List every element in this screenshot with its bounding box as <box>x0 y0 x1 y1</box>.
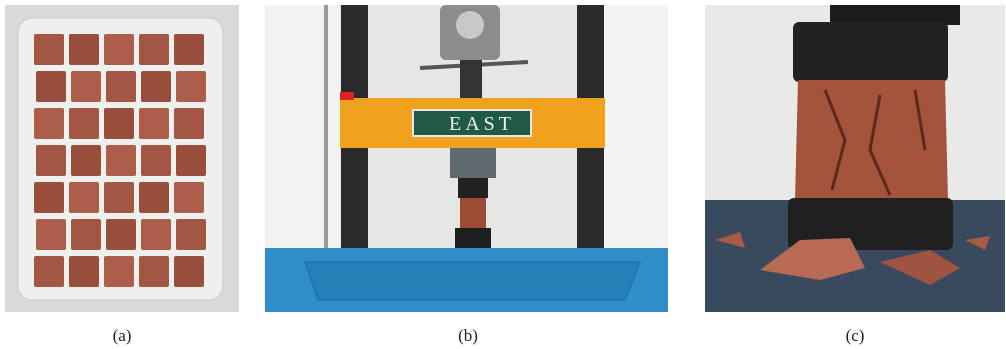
cube <box>106 219 136 250</box>
cube-grid <box>34 34 206 287</box>
cube <box>69 182 99 213</box>
cube <box>139 182 169 213</box>
cube <box>174 34 204 65</box>
cube <box>36 71 66 102</box>
cube <box>139 108 169 139</box>
wall <box>265 5 340 255</box>
panel-a <box>5 5 239 312</box>
cube <box>71 219 101 250</box>
sign-text: EAST <box>449 113 515 135</box>
cube <box>176 219 206 250</box>
cube <box>176 71 206 102</box>
panel-c <box>705 5 1005 312</box>
base-platen <box>455 228 491 248</box>
cube <box>174 182 204 213</box>
caption: (b) <box>458 326 478 345</box>
cube <box>139 256 169 287</box>
specimen <box>460 198 486 228</box>
panel-b: EAST <box>265 5 668 312</box>
cube <box>174 108 204 139</box>
cube <box>104 182 134 213</box>
cube <box>69 108 99 139</box>
caption: (a) <box>113 326 132 345</box>
cube <box>34 34 64 65</box>
cube <box>69 34 99 65</box>
cube <box>106 145 136 176</box>
cube <box>34 256 64 287</box>
upper-platen <box>793 22 948 82</box>
cube <box>36 145 66 176</box>
cube <box>104 108 134 139</box>
cube <box>141 219 171 250</box>
wall <box>604 5 668 255</box>
clip <box>340 92 354 100</box>
cube <box>141 71 171 102</box>
cube <box>104 34 134 65</box>
gauge <box>456 11 484 39</box>
cube <box>71 145 101 176</box>
cube <box>141 145 171 176</box>
lower-head <box>450 148 496 178</box>
cube <box>174 256 204 287</box>
caption: (c) <box>846 326 865 345</box>
cube <box>139 34 169 65</box>
figure: EAST (a) (b) (c) <box>0 0 1006 349</box>
cube <box>71 71 101 102</box>
upper-rod <box>460 60 482 98</box>
cube <box>69 256 99 287</box>
tray <box>305 262 640 300</box>
cube <box>106 71 136 102</box>
cube <box>176 145 206 176</box>
cube <box>34 108 64 139</box>
cube <box>34 182 64 213</box>
platen <box>458 178 488 198</box>
cube <box>104 256 134 287</box>
cube <box>36 219 66 250</box>
page: {"panels": [{"caption": "(a)"}, {"captio… <box>0 0 1006 349</box>
